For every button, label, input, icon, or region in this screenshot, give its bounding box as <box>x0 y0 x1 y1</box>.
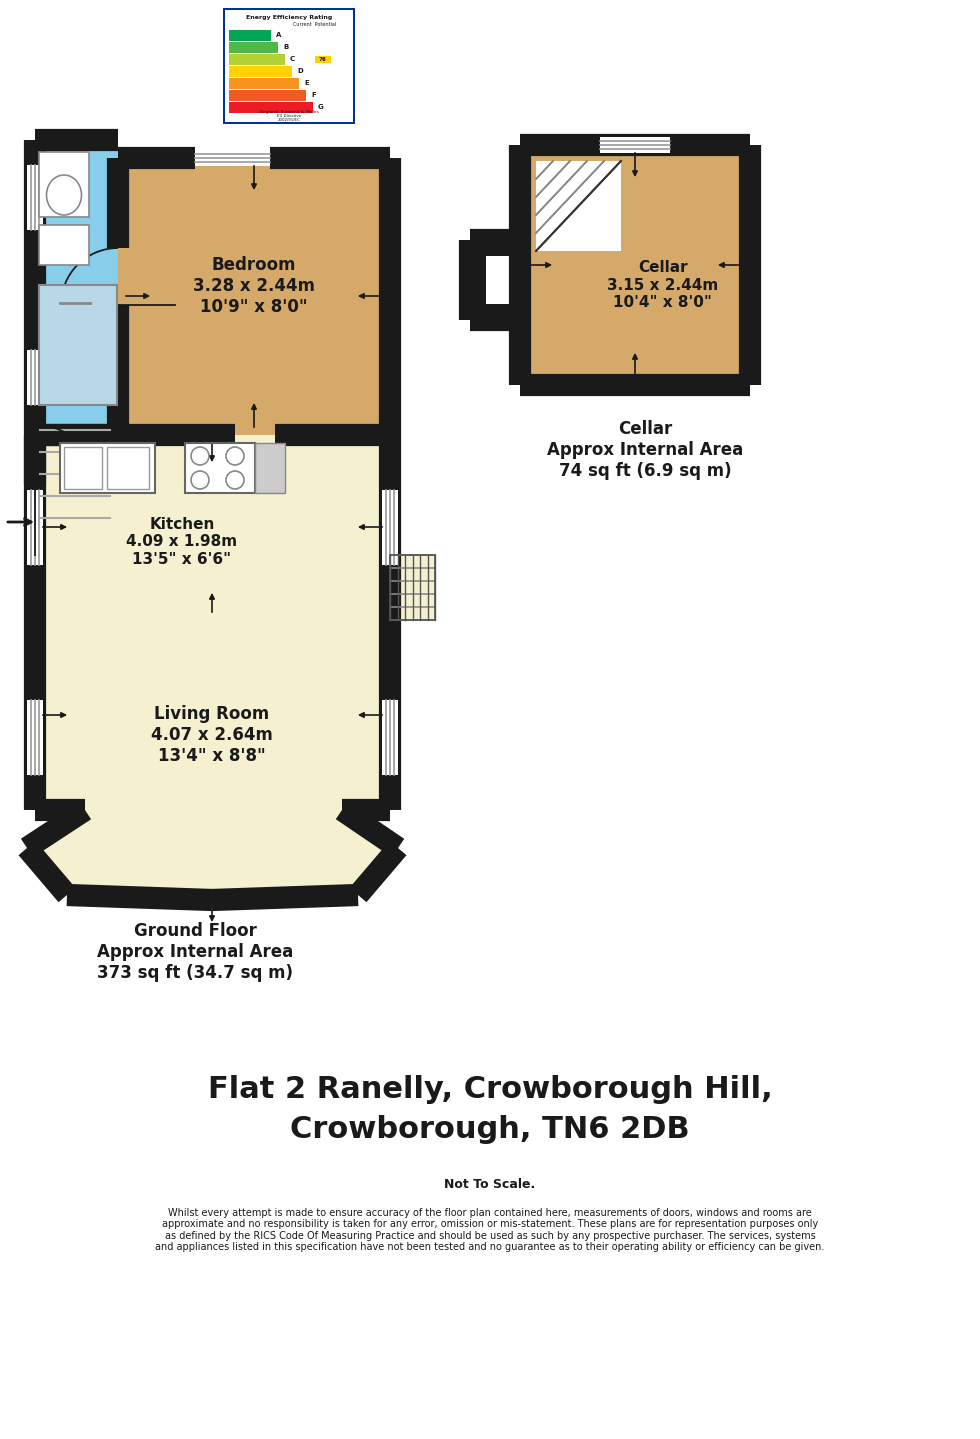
Ellipse shape <box>46 176 81 214</box>
Bar <box>118 158 390 435</box>
Text: E: E <box>304 81 309 86</box>
Text: Living Room
4.07 x 2.64m
13'4" x 8'8": Living Room 4.07 x 2.64m 13'4" x 8'8" <box>151 705 273 764</box>
Bar <box>600 137 670 153</box>
Bar <box>315 56 331 63</box>
Bar <box>536 161 621 250</box>
Bar <box>39 224 89 265</box>
Bar <box>64 448 102 489</box>
Text: Bedroom
3.28 x 2.44m
10'9" x 8'0": Bedroom 3.28 x 2.44m 10'9" x 8'0" <box>193 256 315 315</box>
Text: Kitchen
4.09 x 1.98m
13'5" x 6'6": Kitchen 4.09 x 1.98m 13'5" x 6'6" <box>126 517 237 567</box>
Bar <box>390 555 435 620</box>
Text: B: B <box>283 45 288 50</box>
Bar <box>27 165 43 230</box>
Bar <box>185 443 255 494</box>
Bar <box>223 9 355 124</box>
Bar <box>27 350 43 404</box>
Bar <box>35 140 118 435</box>
Bar <box>27 699 43 776</box>
Polygon shape <box>27 810 398 899</box>
Bar <box>255 443 285 494</box>
Text: 76: 76 <box>319 58 327 62</box>
Text: G: G <box>318 104 323 111</box>
Bar <box>520 145 750 386</box>
Bar <box>382 699 398 776</box>
Bar <box>39 285 117 404</box>
Text: F: F <box>311 92 316 98</box>
Bar <box>27 491 43 566</box>
Bar <box>255 443 285 494</box>
Bar <box>229 30 271 40</box>
Bar <box>225 10 353 122</box>
Text: Cellar
3.15 x 2.44m
10'4" x 8'0": Cellar 3.15 x 2.44m 10'4" x 8'0" <box>607 260 718 309</box>
Text: D: D <box>297 68 303 75</box>
Bar <box>35 435 390 620</box>
Text: Flat 2 Ranelly, Crowborough Hill,: Flat 2 Ranelly, Crowborough Hill, <box>208 1075 772 1105</box>
Polygon shape <box>536 161 621 250</box>
Bar <box>39 153 89 217</box>
Text: EU Directive
2002/91/EC: EU Directive 2002/91/EC <box>277 114 301 122</box>
Bar <box>390 555 435 620</box>
Text: Current  Potential: Current Potential <box>293 22 336 26</box>
Bar <box>39 285 117 404</box>
Text: Crowborough, TN6 2DB: Crowborough, TN6 2DB <box>290 1115 690 1144</box>
Bar <box>486 256 520 304</box>
Text: Cellar
Approx Internal Area
74 sq ft (6.9 sq m): Cellar Approx Internal Area 74 sq ft (6.… <box>547 420 743 479</box>
Text: C: C <box>290 56 295 62</box>
Bar <box>229 102 313 112</box>
Bar <box>39 153 89 217</box>
Text: Whilst every attempt is made to ensure accuracy of the floor plan contained here: Whilst every attempt is made to ensure a… <box>155 1207 825 1252</box>
Bar <box>60 443 155 494</box>
Bar <box>35 435 118 491</box>
Bar <box>382 491 398 566</box>
Bar <box>60 443 155 494</box>
Bar <box>229 55 285 65</box>
Bar <box>195 150 270 165</box>
Bar <box>229 91 306 101</box>
Text: Ground Floor
Approx Internal Area
373 sq ft (34.7 sq m): Ground Floor Approx Internal Area 373 sq… <box>97 922 293 981</box>
Text: Not To Scale.: Not To Scale. <box>444 1179 536 1191</box>
Text: England, Scotland & Wales: England, Scotland & Wales <box>260 109 318 114</box>
Bar <box>229 78 299 89</box>
Bar <box>185 443 255 494</box>
Bar <box>27 491 43 555</box>
Text: Energy Efficiency Rating: Energy Efficiency Rating <box>246 14 332 20</box>
Bar <box>107 448 149 489</box>
Text: A: A <box>276 32 281 39</box>
Bar <box>229 42 278 52</box>
Bar <box>229 66 292 76</box>
Bar <box>39 224 89 265</box>
Bar <box>35 620 390 810</box>
Bar <box>470 240 520 319</box>
